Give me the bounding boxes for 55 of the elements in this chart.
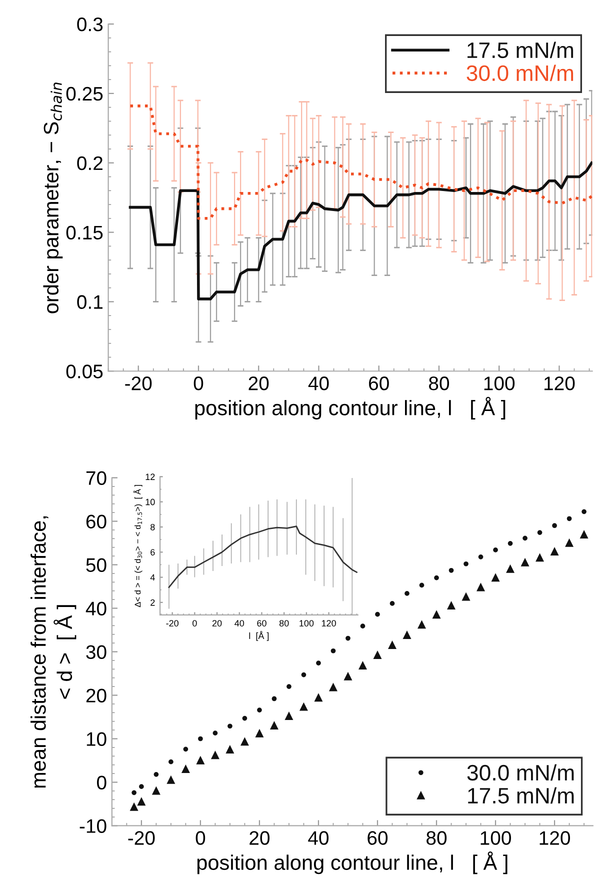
x-tick-label: -20 xyxy=(125,376,152,390)
y-tick-label: 0.2 xyxy=(77,156,102,170)
y-tick-label: 12 xyxy=(146,474,155,480)
x-tick-label: 20 xyxy=(248,376,269,390)
x-tick-label: 120 xyxy=(322,620,336,626)
y-tick-label: 10 xyxy=(86,732,106,746)
y-tick-label: 60 xyxy=(86,514,106,528)
x-tick-label: 40 xyxy=(308,376,329,390)
x-tick-label: 100 xyxy=(300,620,314,626)
x-tick-label: 0 xyxy=(196,831,206,845)
x-tick-label: 40 xyxy=(308,831,329,845)
y-tick-label: 20 xyxy=(86,688,106,702)
x-tick-label: 40 xyxy=(234,620,244,626)
x-tick-label: 20 xyxy=(212,620,222,626)
x-tick-label: 100 xyxy=(484,376,515,390)
x-tick-label: 60 xyxy=(368,831,388,845)
y-tick-label: 0.1 xyxy=(77,295,102,309)
x-axis-title: l [Å ] xyxy=(249,631,269,641)
x-tick-label: 120 xyxy=(544,376,575,390)
y-tick-label: 8 xyxy=(150,524,155,530)
y-tick-label: 70 xyxy=(86,471,106,485)
legend-label: 30.0 mN/m xyxy=(467,764,574,781)
x-tick-label: 100 xyxy=(480,831,511,845)
y-tick-label: 50 xyxy=(86,558,106,572)
y-tick-label: 6 xyxy=(150,549,155,556)
x-axis-title: position along contour line, l [ Å ] xyxy=(197,852,508,874)
x-tick-label: 80 xyxy=(279,620,289,626)
legend-label: 30.0 mN/m xyxy=(466,64,574,82)
x-tick-label: 60 xyxy=(257,620,266,626)
y-tick-label: 0.05 xyxy=(66,364,103,378)
y-tick-label: 0.25 xyxy=(66,86,103,101)
x-tick-label: 60 xyxy=(369,376,389,390)
y-tick-label: 0.3 xyxy=(77,18,103,32)
y-tick-label: 0.15 xyxy=(66,226,103,240)
y-tick-label: 30 xyxy=(86,645,106,659)
y-axis-title: order parameter, − S$_{chain}$ xyxy=(43,82,63,314)
y-tick-label: 10 xyxy=(146,498,155,506)
legend-label: 17.5 mN/m xyxy=(468,42,574,58)
y-tick-label: -10 xyxy=(80,819,106,833)
y-tick-label: 0 xyxy=(97,776,106,790)
x-tick-label: 120 xyxy=(540,831,570,845)
y-tick-label: 40 xyxy=(86,602,106,616)
x-tick-label: 80 xyxy=(426,831,447,845)
legend-label: 17.5 mN/m xyxy=(468,787,574,804)
x-tick-label: 80 xyxy=(429,376,450,390)
x-tick-label: 0 xyxy=(194,376,204,390)
y-axis-title: Δ< d > = (< d$_{30}$> − < d$_{17.5}$>) [ Å ] xyxy=(133,484,142,608)
x-tick-label: 20 xyxy=(250,831,270,845)
x-tick-label: 0 xyxy=(192,620,197,626)
x-tick-label: -20 xyxy=(166,620,178,626)
y-tick-label: 4 xyxy=(150,574,155,581)
y-tick-label: 2 xyxy=(150,599,155,606)
y-axis-title: mean distance from interface, < d > [ Å ] xyxy=(30,516,76,788)
x-tick-label: -20 xyxy=(128,831,155,845)
x-axis-title: position along contour line, l [ Å ] xyxy=(195,396,506,420)
